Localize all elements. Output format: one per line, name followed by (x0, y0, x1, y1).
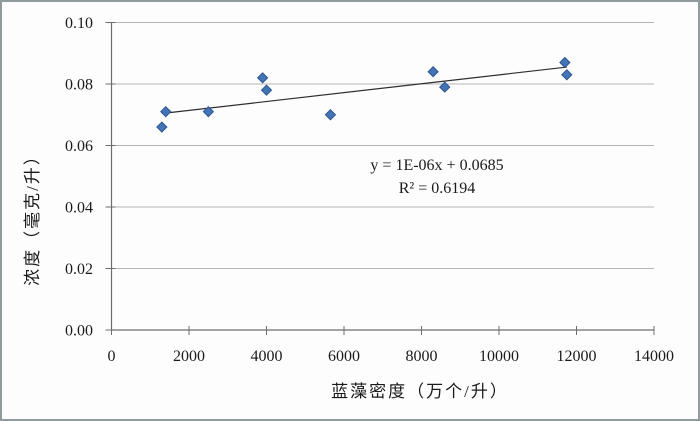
data-point-diamond (160, 105, 172, 118)
data-point-diamond (561, 69, 573, 81)
data-point-diamond (260, 84, 273, 96)
y-tick-label: 0.06 (65, 138, 93, 155)
data-point-diamond (202, 105, 215, 118)
data-point-diamond (439, 81, 451, 93)
trendline-equation: y = 1E-06x + 0.0685 (370, 157, 503, 174)
x-tick-label: 2000 (173, 348, 205, 365)
y-tick-label: 0.10 (65, 15, 93, 32)
data-point-diamond (324, 109, 337, 121)
x-tick-label: 12000 (557, 348, 597, 365)
x-tick-label: 0 (108, 348, 116, 365)
y-tick-label: 0.08 (65, 77, 93, 94)
y-tick-label: 0.02 (65, 261, 93, 278)
x-tick-label: 6000 (328, 348, 360, 365)
x-tick-label: 14000 (634, 348, 674, 365)
data-point-diamond (156, 121, 168, 133)
y-tick-label: 0.00 (65, 323, 93, 340)
gridlines-layer (111, 22, 654, 269)
data-series-layer (156, 56, 573, 133)
x-tick-label: 10000 (479, 348, 519, 365)
x-tick-label: 8000 (406, 348, 438, 365)
data-point-diamond (559, 56, 571, 69)
y-axis-title: 浓度（毫克/升） (23, 146, 42, 286)
trendline (161, 66, 567, 115)
x-tick-label: 4000 (251, 348, 283, 365)
y-tick-label: 0.04 (65, 200, 93, 217)
data-point-diamond (256, 72, 269, 84)
axes-layer: 0 2000 4000 6000 8000 10000 12000 14000 0.00 0.02… (65, 15, 674, 365)
trendline-r2: R² = 0.6194 (399, 180, 476, 197)
x-axis-title: 蓝藻密度（万个/升） (331, 382, 509, 401)
data-point-diamond (427, 65, 439, 78)
